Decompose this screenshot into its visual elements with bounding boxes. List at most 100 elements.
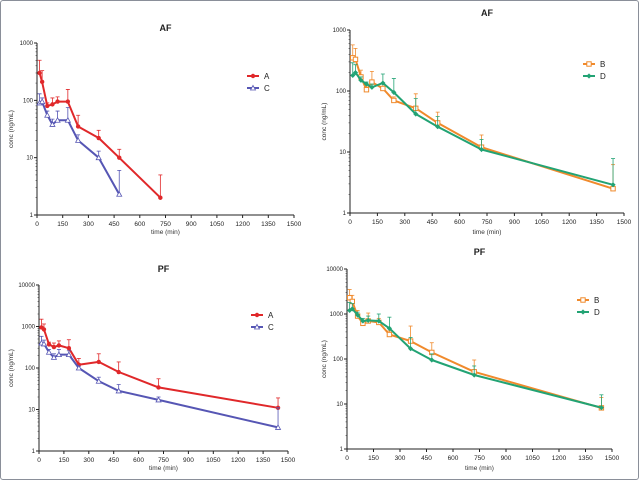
legend-item-B: B [577,296,599,305]
data-point [115,387,122,394]
data-point [158,195,163,200]
x-tick-label: 300 [83,221,94,228]
data-point [45,103,50,109]
legend-label: C [268,323,274,332]
y-tick-label: 10 [339,150,346,156]
data-point [610,182,616,188]
data-point [358,77,364,83]
data-point [116,369,121,375]
data-point [49,121,56,127]
x-tick-label: 600 [454,219,465,226]
data-point [155,396,162,403]
data-point [50,102,55,107]
x-tick-label: 900 [186,221,197,228]
data-point [96,135,101,141]
y-tick-label: 1 [32,449,36,455]
data-point [386,331,393,338]
x-tick-label: 450 [427,219,438,226]
data-point [38,98,46,105]
data-point [363,81,370,87]
y-tick-label: 1000 [330,312,344,318]
data-point [347,307,353,314]
legend-label: A [264,72,270,81]
legend-marker [253,323,261,330]
series-A [39,318,281,410]
data-point [274,424,282,430]
data-point [429,357,435,363]
data-point [478,146,485,153]
x-tick-label: 900 [183,457,194,464]
x-tick-label: 600 [448,455,459,462]
series-A [37,59,163,200]
x-tick-label: 450 [421,455,432,462]
legend-label: B [600,60,605,69]
data-point [369,84,375,90]
legend-marker [580,297,586,303]
y-tick-label: 10000 [326,267,343,273]
data-point [386,325,392,331]
legend-marker [249,84,257,91]
legend-item-A: A [247,72,270,81]
chart-title: AF [160,23,172,33]
data-point [50,354,58,360]
legend-item-B: B [583,60,605,69]
x-tick-label: 1200 [562,219,577,226]
x-tick-label: 1500 [281,457,296,464]
x-tick-label: 900 [509,219,520,226]
series-line [351,71,614,186]
legend-item-C: C [247,84,270,93]
series-D [350,62,616,188]
data-point [95,154,102,161]
data-point [391,89,397,95]
x-tick-label: 0 [345,455,349,462]
x-tick-label: 1200 [552,455,567,462]
series-line [348,297,602,409]
data-point [74,137,82,143]
x-axis-label: time (min) [149,465,178,472]
x-tick-label: 1500 [287,221,302,228]
data-point [54,116,61,123]
data-point [96,359,101,365]
x-axis-label: time (min) [465,465,494,472]
y-tick-label: 100 [336,89,347,95]
x-tick-label: 1350 [578,455,593,462]
data-point [355,312,361,318]
data-point [55,351,63,358]
data-point [75,364,83,371]
data-point [352,56,359,63]
y-tick-label: 100 [25,366,36,372]
x-tick-label: 150 [58,457,69,464]
legend-label: A [268,311,274,320]
y-axis-label: conc (ng/mL) [8,349,15,387]
x-tick-label: 150 [57,221,68,228]
y-tick-label: 1000 [333,28,347,34]
data-point [156,385,161,390]
y-tick-label: 1000 [22,325,36,331]
data-point [349,298,356,305]
data-point [39,79,45,85]
legend-label: D [594,308,600,317]
data-point [598,405,604,411]
x-tick-label: 1200 [235,221,250,228]
data-point [360,318,366,324]
data-point [435,124,441,130]
chart-panel-2: AF 0 150 300 450 600 750 900 1050 1200 1350 1500 1 10… [321,8,632,236]
x-axis-label: time (min) [151,229,180,236]
chart-panel-4: PF 0 150 300 450 600 750 900 1050 1200 1350 1500 1 10… [321,247,620,472]
data-point [75,124,81,129]
legend-marker [586,73,592,79]
x-tick-label: 900 [501,455,512,462]
legend-marker [254,312,260,318]
data-point [363,87,370,93]
legend-item-A: A [251,311,274,320]
legend-label: C [264,84,270,93]
x-tick-label: 450 [108,457,119,464]
data-point [65,351,73,358]
chart-panel-1: AF 0 150 300 450 600 750 900 1050 1200 1350 1500 1 10… [8,23,302,236]
series-line [38,72,162,199]
series-C [36,93,123,197]
y-tick-label: 100 [23,98,34,104]
data-point [66,345,72,351]
x-tick-label: 300 [399,219,410,226]
